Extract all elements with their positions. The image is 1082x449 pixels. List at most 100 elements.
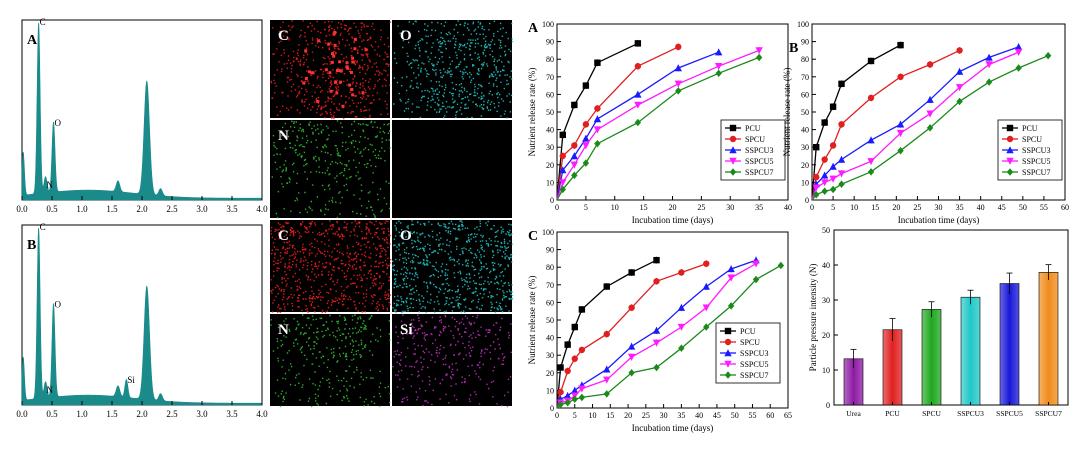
release-chart-c: 0 5 10 15 20 25 30 35 40 45 50 55 60 65 0 10 20 30 40 50 60 7… xyxy=(527,228,792,433)
y-tick-label: 60 xyxy=(546,298,554,307)
data-point-triangle-down xyxy=(812,184,820,192)
map-signal xyxy=(393,20,514,120)
data-point-triangle-up xyxy=(582,134,590,142)
data-point-triangle-down xyxy=(652,339,661,347)
series-sspcu3 xyxy=(811,43,1023,201)
data-point-diamond xyxy=(1006,168,1014,176)
series-line xyxy=(556,51,719,201)
y-tick-label: 0 xyxy=(805,196,809,205)
data-point-square xyxy=(729,124,737,132)
legend: PCU SPCU SSPCU3 SSPCU5 SSPCU7 xyxy=(997,119,1063,181)
legend-label: SPCU xyxy=(745,135,765,144)
x-tick-label: 35 xyxy=(956,203,964,212)
data-point-triangle-down xyxy=(559,179,567,187)
data-point-diamond xyxy=(628,369,635,377)
series-spcu xyxy=(556,43,682,201)
bar xyxy=(999,283,1020,406)
data-point-circle xyxy=(838,121,845,128)
data-point-circle xyxy=(559,152,566,160)
x-tick-label: 35 xyxy=(677,411,685,420)
series-sspcu3 xyxy=(556,48,723,201)
data-point-diamond xyxy=(653,363,660,372)
eds-x-tick-label: 1.5 xyxy=(106,204,118,214)
series-line xyxy=(556,42,639,201)
map-background xyxy=(392,314,512,406)
x-tick-label: 5 xyxy=(573,411,577,420)
data-point-diamond xyxy=(752,275,760,284)
y-tick-label: 50 xyxy=(822,226,830,235)
map-background xyxy=(270,20,390,118)
data-point-triangle-down xyxy=(1014,48,1023,56)
eds-x-tick-label: 1.0 xyxy=(76,409,88,419)
data-point-circle xyxy=(571,142,578,149)
data-point-diamond xyxy=(603,390,610,398)
data-point-square xyxy=(867,57,875,65)
data-point-circle xyxy=(557,388,564,396)
data-point-diamond xyxy=(729,168,737,176)
legend-label: PCU xyxy=(745,124,761,133)
data-point-triangle-down xyxy=(674,80,682,88)
data-point-square xyxy=(578,306,586,313)
data-point-square xyxy=(1006,124,1014,132)
y-tick-label: 100 xyxy=(542,20,554,29)
data-point-circle xyxy=(571,355,578,362)
y-tick-label: 70 xyxy=(801,73,809,82)
legend: PCU SPCU SSPCU3 SSPCU5 SSPCU7 xyxy=(715,322,781,384)
y-tick-label: 50 xyxy=(546,316,554,325)
data-point-diamond xyxy=(571,395,578,403)
legend-label: SSPCU3 xyxy=(740,349,768,358)
data-point-square xyxy=(564,341,571,348)
data-point-triangle-down xyxy=(896,129,905,137)
y-tick-label: 30 xyxy=(801,143,809,152)
map-element-label: N xyxy=(278,322,289,338)
data-point-diamond xyxy=(564,399,571,407)
data-point-diamond xyxy=(838,180,845,188)
data-point-circle xyxy=(821,156,828,163)
x-tick-label: 15 xyxy=(640,203,648,212)
data-point-triangle-down xyxy=(829,175,837,183)
bar-urea: Urea xyxy=(843,348,864,418)
x-tick-label: 5 xyxy=(584,203,588,212)
eds-curve xyxy=(21,228,263,406)
x-tick-label: 30 xyxy=(935,203,943,212)
y-tick-label: 60 xyxy=(801,90,809,99)
data-point-triangle-up xyxy=(926,95,934,103)
legend: PCU SPCU SSPCU3 SSPCU5 SSPCU7 xyxy=(720,119,786,181)
series-line xyxy=(556,259,657,409)
x-tick-label: 10 xyxy=(611,203,619,212)
legend-label: SSPCU3 xyxy=(1022,146,1050,155)
y-tick-label: 0 xyxy=(550,196,554,205)
data-point-square xyxy=(603,283,610,290)
data-point-triangle-down xyxy=(926,110,934,118)
data-point-triangle-up xyxy=(724,349,732,357)
x-tick-label: 60 xyxy=(1061,203,1069,212)
data-point-triangle-down xyxy=(755,47,763,55)
legend-label: SSPCU7 xyxy=(745,168,773,177)
eds-x-tick-label: 3.0 xyxy=(196,204,208,214)
data-point-triangle-up xyxy=(985,53,993,61)
data-point-triangle-up xyxy=(634,90,642,98)
legend-label: SSPCU7 xyxy=(1022,168,1050,177)
elemental-map-n-a: N xyxy=(270,120,391,219)
bar xyxy=(882,329,903,406)
data-point-diamond xyxy=(678,344,685,352)
x-tick-label: SSPCU5 xyxy=(996,409,1023,418)
eds-peak-label: O xyxy=(55,118,62,128)
data-point-triangle-down xyxy=(677,323,686,331)
series-sspcu7 xyxy=(556,53,763,201)
bar-sspcu5: SSPCU5 xyxy=(996,272,1023,418)
elemental-map-o-b: O xyxy=(392,220,514,314)
data-point-triangle-up xyxy=(627,342,636,350)
data-point-square xyxy=(628,269,635,276)
map-element-label: C xyxy=(278,28,289,44)
y-tick-label: 70 xyxy=(546,73,554,82)
eds-x-tick-label: 3.5 xyxy=(226,409,238,419)
data-point-diamond xyxy=(594,139,601,148)
eds-curve xyxy=(21,23,263,201)
data-point-triangle-up xyxy=(820,171,829,179)
map-signal xyxy=(392,220,514,314)
data-point-diamond xyxy=(1015,64,1022,72)
x-axis-label: Incubation time (days) xyxy=(632,215,713,225)
data-point-triangle-up xyxy=(559,166,567,174)
